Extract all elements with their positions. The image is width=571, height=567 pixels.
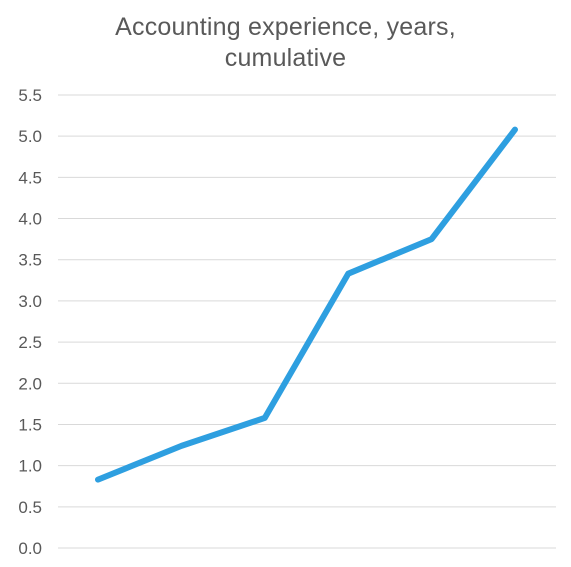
y-tick-label-3: 1.5 <box>18 415 42 434</box>
y-tick-label-7: 3.5 <box>18 251 42 270</box>
y-tick-label-2: 1.0 <box>18 457 42 476</box>
chart-title: Accounting experience, years, cumulative <box>0 12 571 74</box>
series-layer <box>95 126 518 483</box>
y-tick-label-6: 3.0 <box>18 292 42 311</box>
chart-title-line-2: cumulative <box>224 44 347 72</box>
y-tick-label-4: 2.0 <box>18 374 42 393</box>
series-line-0 <box>95 126 518 483</box>
y-tick-label-1: 0.5 <box>18 498 42 517</box>
gridlines <box>58 94 556 549</box>
chart-title-line-1: Accounting experience, years, <box>115 13 456 41</box>
y-tick-label-5: 2.5 <box>18 333 42 352</box>
y-tick-label-8: 4.0 <box>18 210 42 229</box>
y-tick-label-0: 0.0 <box>18 539 42 558</box>
y-tick-label-9: 4.5 <box>18 168 42 187</box>
y-tick-label-11: 5.5 <box>18 86 42 105</box>
y-axis-tick-labels: 0.0 0.5 1.0 1.5 2.0 2.5 3.0 3.5 4.0 4.5 5.0 5.5 <box>18 86 42 558</box>
y-tick-label-10: 5.0 <box>18 127 42 146</box>
